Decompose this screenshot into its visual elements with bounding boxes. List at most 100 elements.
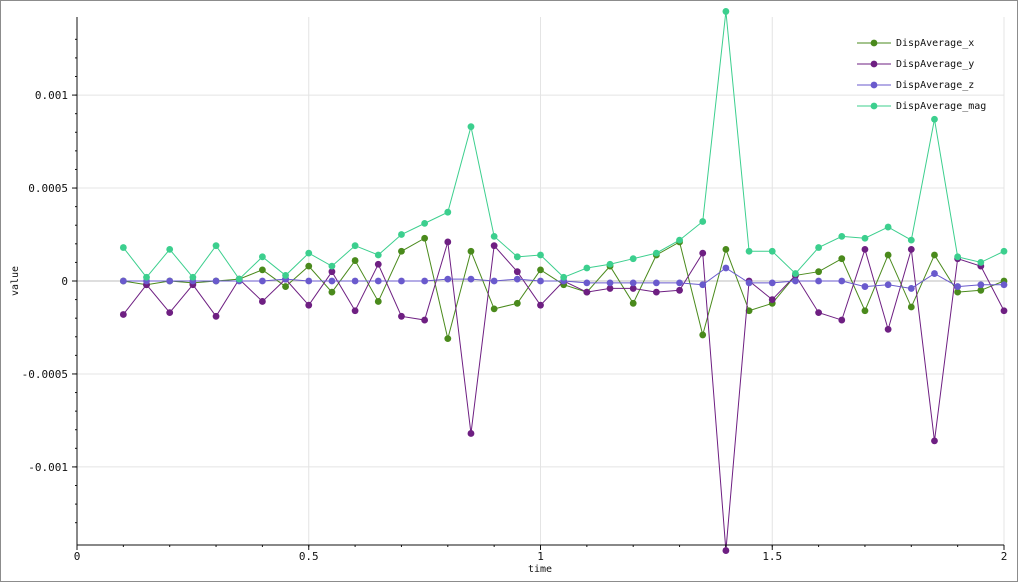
- data-point: [444, 208, 452, 216]
- data-point: [351, 242, 359, 250]
- series-line: [122, 11, 1005, 280]
- data-point: [444, 335, 452, 343]
- data-point: [954, 288, 962, 296]
- data-point: [398, 231, 405, 238]
- legend-label: DispAverage_y: [896, 59, 974, 70]
- data-point: [1000, 281, 1008, 289]
- data-point: [676, 279, 683, 287]
- data-point: [699, 218, 707, 225]
- legend-item: DispAverage_x: [857, 38, 974, 49]
- data-point: [490, 242, 498, 250]
- data-point: [606, 285, 614, 292]
- data-point: [212, 242, 220, 250]
- data-point: [768, 279, 776, 287]
- data-point: [884, 281, 892, 289]
- y-tick-label: -0.0005: [22, 368, 68, 381]
- data-point: [652, 249, 660, 257]
- data-point: [838, 255, 846, 263]
- data-point: [792, 270, 799, 277]
- legend-label: DispAverage_mag: [896, 101, 986, 112]
- legend-label: DispAverage_z: [896, 80, 974, 91]
- y-tick-label: 0.001: [35, 89, 68, 102]
- data-point: [815, 244, 822, 251]
- data-point: [235, 275, 243, 283]
- data-point: [537, 266, 544, 274]
- data-point: [699, 331, 707, 339]
- data-point: [374, 251, 382, 259]
- data-point: [537, 251, 544, 259]
- data-point: [861, 283, 869, 290]
- data-point: [1000, 247, 1008, 255]
- data-point: [166, 245, 174, 253]
- data-point: [884, 325, 892, 333]
- data-point: [444, 275, 452, 283]
- legend-item: DispAverage_mag: [857, 101, 986, 112]
- legend-item: DispAverage_y: [857, 59, 974, 70]
- data-point: [606, 260, 614, 268]
- data-point: [259, 298, 266, 305]
- data-point: [954, 253, 962, 261]
- data-point: [537, 277, 544, 285]
- data-point: [838, 232, 846, 240]
- data-point: [722, 8, 730, 15]
- x-tick-label: 0: [74, 550, 81, 563]
- data-point: [166, 277, 174, 285]
- data-point: [119, 311, 127, 318]
- data-point: [907, 236, 915, 244]
- data-point: [977, 281, 985, 289]
- data-point: [490, 305, 498, 313]
- data-point: [629, 299, 637, 307]
- x-tick-label: 1: [537, 550, 544, 563]
- data-point: [838, 316, 846, 324]
- data-point: [583, 288, 591, 296]
- data-point: [838, 277, 846, 285]
- data-point: [305, 262, 313, 270]
- data-point: [490, 277, 498, 285]
- data-point: [421, 277, 429, 285]
- series-line: [122, 241, 1005, 551]
- data-point: [143, 273, 150, 281]
- data-point: [305, 301, 313, 309]
- data-point: [907, 245, 915, 253]
- data-point: [931, 270, 938, 277]
- data-point: [652, 279, 660, 287]
- data-point: [861, 307, 869, 315]
- data-point: [328, 288, 336, 296]
- data-point: [815, 277, 822, 285]
- data-point: [119, 277, 127, 285]
- data-point: [421, 316, 429, 324]
- data-point: [513, 275, 521, 283]
- legend-swatch-marker: [870, 102, 878, 110]
- legend-swatch-marker: [870, 81, 878, 89]
- data-point: [954, 283, 962, 290]
- data-point: [282, 272, 289, 279]
- data-point: [212, 277, 220, 285]
- data-point: [467, 123, 475, 131]
- legend-swatch-marker: [870, 60, 878, 68]
- data-point: [699, 281, 707, 289]
- data-point: [421, 234, 429, 242]
- series-DispAverage_mag: [119, 8, 1008, 283]
- series-layer: [119, 8, 1008, 554]
- data-point: [328, 268, 336, 276]
- data-point: [722, 264, 730, 272]
- y-axis-title: value: [10, 266, 21, 296]
- data-point: [861, 245, 869, 253]
- data-point: [977, 259, 985, 266]
- legend: DispAverage_x DispAverage_y DispAverage_z D…: [857, 38, 986, 112]
- data-point: [467, 430, 475, 437]
- legend-swatch-marker: [870, 39, 878, 47]
- data-point: [374, 260, 382, 268]
- data-point: [398, 277, 405, 285]
- data-point: [907, 285, 915, 292]
- data-point: [931, 437, 938, 445]
- data-point: [629, 285, 637, 292]
- data-point: [351, 257, 359, 264]
- data-point: [328, 277, 336, 285]
- data-point: [421, 219, 429, 227]
- data-point: [768, 247, 776, 255]
- data-point: [259, 253, 266, 261]
- data-point: [722, 245, 730, 253]
- data-point: [745, 307, 753, 315]
